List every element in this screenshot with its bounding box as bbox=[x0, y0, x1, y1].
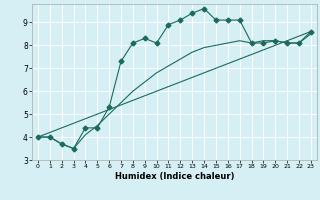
X-axis label: Humidex (Indice chaleur): Humidex (Indice chaleur) bbox=[115, 172, 234, 181]
